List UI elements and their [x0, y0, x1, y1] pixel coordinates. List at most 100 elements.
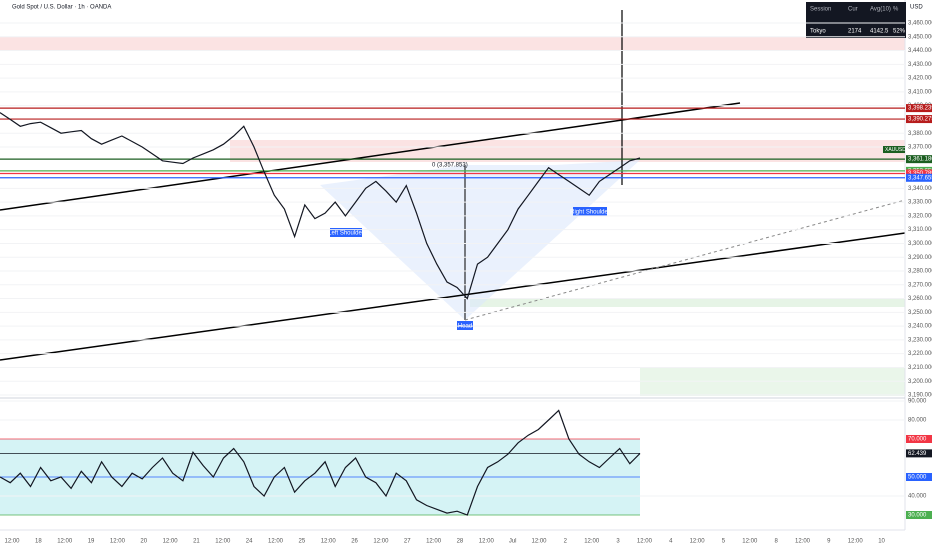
x-tick-label: Jul	[509, 539, 517, 545]
x-tick-label: 12:00	[268, 539, 284, 545]
y-tick-label: 3,280.000	[908, 269, 932, 275]
trend-line	[0, 102, 741, 211]
y-tick-label: 3,300.000	[908, 241, 932, 247]
price-label: 3,347.655	[908, 175, 932, 181]
annotation: Left Shoulder	[328, 231, 364, 237]
x-tick-label: 21	[193, 539, 200, 545]
x-tick-label: 27	[404, 539, 411, 545]
price-label-bg	[906, 155, 932, 164]
x-tick-label: 2	[564, 539, 568, 545]
x-tick-label: 12:00	[321, 539, 337, 545]
x-tick-label: 24	[246, 539, 253, 545]
x-tick-label: 12:00	[4, 539, 20, 545]
y-tick-label: 80.000	[908, 418, 927, 424]
y-tick-label: 3,440.000	[908, 48, 932, 54]
price-label: 62.439	[908, 451, 927, 457]
pattern-area	[320, 160, 640, 320]
x-tick-label: 8	[774, 539, 778, 545]
y-tick-label: 3,240.000	[908, 324, 932, 330]
x-tick-label: 12:00	[795, 539, 811, 545]
x-tick-label: 19	[88, 539, 95, 545]
y-tick-label: 3,290.000	[908, 255, 932, 261]
x-tick-label: 12:00	[426, 539, 442, 545]
price-label-bg	[906, 115, 932, 124]
y-tick-label: 3,340.000	[908, 186, 932, 192]
session-table	[806, 2, 906, 38]
table-cell: 2174	[848, 29, 862, 35]
x-tick-label: 12:00	[215, 539, 231, 545]
x-tick-label: 4	[669, 539, 673, 545]
y-tick-label: 90.000	[908, 399, 927, 405]
price-label-bg	[906, 449, 932, 458]
y-tick-label: 3,430.000	[908, 62, 932, 68]
price-label-bg	[906, 473, 932, 481]
y-tick-label: 3,220.000	[908, 351, 932, 357]
x-tick-label: 9	[827, 539, 831, 545]
table-header: Session	[810, 7, 831, 13]
price-label: 3,398.239	[908, 106, 932, 112]
y-tick-label: 3,190.000	[908, 393, 932, 399]
y-tick-label: 3,330.000	[908, 200, 932, 206]
x-tick-label: 12:00	[742, 539, 758, 545]
price-label: 50.000	[908, 475, 927, 481]
supply-zone	[0, 37, 905, 51]
y-tick-label: 3,260.000	[908, 296, 932, 302]
y-tick-label: 3,460.000	[908, 21, 932, 27]
x-tick-label: 12:00	[848, 539, 864, 545]
price-label-bg	[906, 511, 932, 519]
price-label-bg	[906, 173, 932, 182]
symbol-label: XAUUSD	[885, 147, 906, 153]
table-cell: 4142.5	[870, 29, 889, 35]
price-label: 30.000	[908, 513, 927, 519]
series-line	[0, 409, 641, 516]
x-tick-label: 12:00	[637, 539, 653, 545]
y-tick-label: 3,250.000	[908, 310, 932, 316]
table-header: %	[893, 7, 899, 13]
series-line	[0, 112, 641, 300]
x-tick-label: 12:00	[479, 539, 495, 545]
table-cell: Tokyo	[810, 29, 826, 35]
price-label-bg	[906, 104, 932, 113]
annotation: 0 (3,357.853)	[432, 163, 468, 169]
y-tick-label: 3,210.000	[908, 365, 932, 371]
x-tick-label: 12:00	[110, 539, 126, 545]
demand-zone	[470, 299, 905, 307]
x-tick-label: 12:00	[57, 539, 73, 545]
volume-zone	[640, 368, 905, 396]
label-bg	[330, 228, 362, 237]
resistance-zone	[230, 140, 905, 162]
price-label-bg	[906, 435, 932, 443]
x-tick-label: 12:00	[373, 539, 389, 545]
x-tick-label: 28	[457, 539, 464, 545]
label-bg	[573, 207, 607, 216]
y-tick-label: 3,420.000	[908, 76, 932, 82]
x-tick-label: 10	[878, 539, 885, 545]
y-tick-label: 3,310.000	[908, 227, 932, 233]
x-tick-label: 12:00	[690, 539, 706, 545]
x-tick-label: 5	[722, 539, 726, 545]
y-tick-label: 3,200.000	[908, 379, 932, 385]
currency: USD	[910, 5, 923, 11]
label-bg	[457, 321, 473, 330]
annotation: Right Shoulder	[570, 210, 610, 216]
y-tick-label: 40.000	[908, 494, 927, 500]
trend-line	[0, 232, 906, 361]
x-tick-label: 12:00	[584, 539, 600, 545]
y-tick-label: 3,370.000	[908, 145, 932, 151]
y-tick-label: 3,230.000	[908, 337, 932, 343]
x-tick-label: 26	[351, 539, 358, 545]
y-tick-label: 3,450.000	[908, 34, 932, 40]
table-cell: 52%	[893, 29, 906, 35]
y-tick-label: 3,410.000	[908, 89, 932, 95]
x-tick-label: 12:00	[531, 539, 547, 545]
price-label: 3,361.180	[908, 157, 932, 163]
x-tick-label: 25	[299, 539, 306, 545]
x-tick-label: 20	[140, 539, 147, 545]
x-tick-label: 18	[35, 539, 42, 545]
projection-line	[464, 199, 906, 321]
chart-title: Gold Spot / U.S. Dollar · 1h · OANDA	[12, 5, 111, 11]
y-tick-label: 3,320.000	[908, 213, 932, 219]
table-header: Avg(10)	[870, 7, 891, 13]
